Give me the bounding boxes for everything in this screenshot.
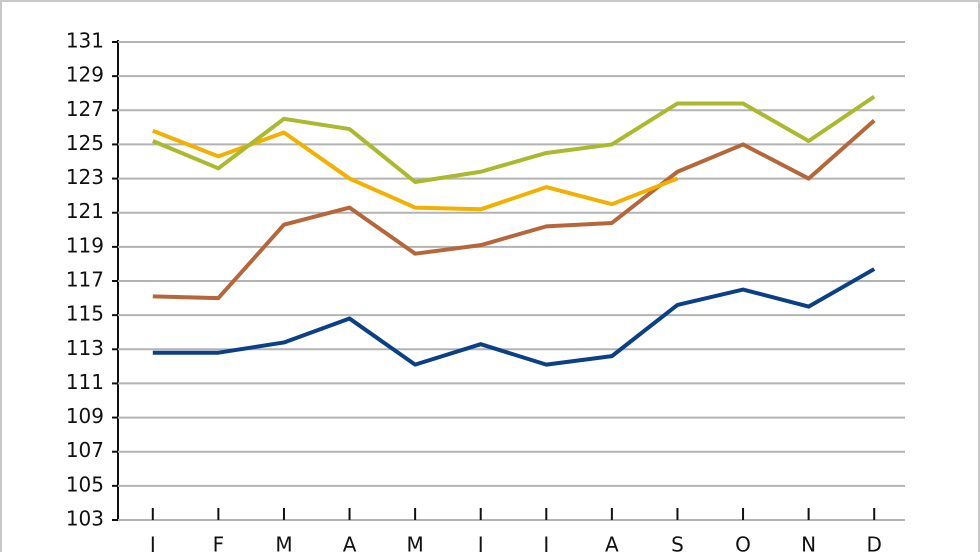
y-tick-label: 105 (66, 472, 104, 496)
y-tick-label: 123 (66, 165, 104, 189)
series-line (152, 267, 876, 367)
y-tick-label: 103 (66, 507, 104, 531)
x-tick-label: J (148, 533, 156, 552)
x-tick-label: N (801, 533, 816, 552)
y-tick-label: 125 (66, 131, 104, 155)
y-tick-label: 113 (66, 336, 104, 360)
x-tick-label: A (343, 533, 357, 552)
series-line (152, 119, 876, 301)
x-tick-label: O (735, 533, 751, 552)
x-tick-label: D (867, 533, 882, 552)
y-tick-label: 107 (66, 438, 104, 462)
y-tick-label: 117 (66, 268, 104, 292)
x-tick-label: S (671, 533, 684, 552)
y-tick-label: 119 (66, 233, 104, 257)
y-tick-label: 109 (66, 404, 104, 428)
y-tick-label: 127 (66, 97, 104, 121)
x-tick-label: M (275, 533, 292, 552)
y-tick-label: 131 (66, 29, 104, 53)
series-line (152, 128, 679, 212)
y-tick-label: 121 (66, 199, 104, 223)
x-tick-label: J (541, 533, 549, 552)
x-tick-label: J (476, 533, 484, 552)
y-tick-label: 129 (66, 63, 104, 87)
x-tick-label: A (605, 533, 619, 552)
y-tick-label: 115 (66, 302, 104, 326)
x-tick-label: F (213, 533, 225, 552)
x-tick-label: M (406, 533, 423, 552)
y-tick-label: 111 (66, 370, 104, 394)
series-line (152, 94, 876, 184)
